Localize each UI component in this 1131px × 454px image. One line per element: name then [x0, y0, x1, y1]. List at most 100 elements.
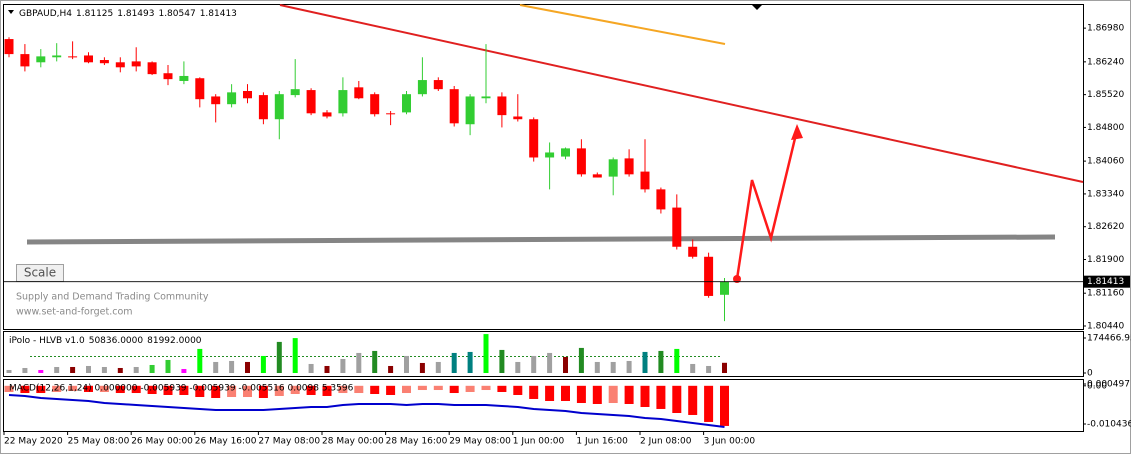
volume-bar [356, 352, 362, 374]
macd-bar [131, 385, 141, 394]
x-tick-label: 1 Jun 16:00 [576, 437, 628, 447]
candle-body [465, 96, 475, 125]
macd-bar [417, 385, 427, 391]
header: GBPAUD,H4 1.81125 1.81493 1.80547 1.81413 [19, 9, 237, 19]
y-tick-label: 1.83340 [1087, 189, 1124, 199]
price-tag-label: 1.81413 [1087, 277, 1124, 287]
candle-body [68, 56, 78, 58]
arrow-head [791, 124, 803, 140]
candle-body [608, 159, 618, 177]
volume-bar [324, 365, 330, 374]
volume-bar [260, 355, 266, 374]
macd-bar [545, 385, 555, 401]
candle-body [147, 62, 157, 75]
volume-bar [435, 361, 441, 374]
macd-bar [529, 385, 539, 399]
candle-body [4, 39, 14, 55]
volume-bar [594, 361, 600, 374]
drawings [8, 4, 1084, 283]
macd-bar [243, 385, 252, 398]
macd-bar [115, 385, 125, 394]
macd-bar [672, 385, 682, 413]
volume-bar [117, 367, 123, 374]
y-tick-label: 1.81900 [1087, 255, 1124, 265]
x-tick-label: 2 Jun 08:00 [640, 437, 692, 447]
macd-bar [4, 385, 14, 392]
shift-marker [752, 5, 762, 10]
macd-bar [513, 385, 523, 395]
scale-button[interactable]: Scale [16, 264, 64, 282]
watermark-url: www.set-and-forget.com [16, 307, 133, 318]
macd-bar [386, 385, 396, 395]
volume-bar [276, 341, 282, 374]
x-tick-label: 29 May 08:00 [449, 437, 511, 447]
candle-body [243, 90, 252, 99]
candle-body [576, 148, 586, 175]
candle-body [179, 75, 189, 81]
macd-bar [68, 385, 78, 392]
last-value: 50836.0000 [89, 336, 144, 346]
candle-body [290, 89, 300, 96]
candle-body [115, 62, 125, 68]
candle-body [720, 281, 729, 295]
volume-bar [610, 361, 616, 374]
indicator-name: iPolo - HLVB v1.0 [9, 336, 85, 346]
volume-bar [308, 363, 314, 374]
candle-body [20, 54, 30, 67]
macd-title: MACD(12,26,1,24) 0.000000 -0.005939 -0.0… [9, 384, 354, 394]
volume-bar [181, 368, 187, 374]
candle-body [274, 94, 284, 120]
y-tick-label: 1.85520 [1087, 90, 1124, 100]
low: 1.80547 [158, 9, 195, 19]
y-tick-label: 1.80440 [1087, 321, 1124, 331]
x-tick-label: 27 May 08:00 [258, 437, 320, 447]
macd-bar [227, 385, 237, 398]
candle-body [545, 152, 555, 158]
candle-body [672, 207, 682, 247]
arrow-start [733, 275, 741, 283]
candle-body [99, 60, 109, 64]
candle-body [449, 89, 459, 124]
macd-bar [465, 385, 475, 392]
candle-body [402, 94, 411, 113]
x-tick-label: 22 May 2020 [4, 437, 63, 447]
candle-body [258, 95, 268, 120]
volume-bar [499, 349, 505, 374]
macd-bar [688, 385, 698, 415]
projection-arrow [735, 129, 799, 280]
candle-body [561, 148, 570, 157]
volume-bar [388, 365, 394, 374]
x-tick-label: 1 Jun 00:00 [513, 437, 565, 447]
macd-bar [720, 385, 729, 426]
volume-bar [101, 366, 107, 374]
volume-bar [86, 365, 91, 374]
volume-bar [451, 352, 457, 374]
candle-body [52, 55, 62, 58]
volume-bar [626, 360, 632, 374]
macd-bar [195, 385, 205, 398]
volume-bar [165, 359, 171, 374]
candle-body [386, 113, 396, 115]
volume-bar [213, 361, 219, 374]
macd-bar [576, 385, 586, 404]
candle-body [338, 90, 348, 114]
symbol: GBPAUD,H4 [19, 9, 72, 19]
macd-bar [338, 385, 348, 394]
price-tag [1084, 275, 1130, 288]
y-tick-label: 0.000497 [1087, 379, 1130, 389]
volume-bar [229, 360, 235, 374]
button-label[interactable]: Scale [24, 266, 56, 280]
macd-bar [274, 385, 284, 396]
macd-bar [704, 385, 714, 422]
average-value: 81992.0000 [147, 336, 202, 346]
candle-body [656, 189, 666, 210]
volume-bar [245, 361, 250, 374]
high: 1.81493 [117, 9, 154, 19]
candle-body [704, 256, 714, 296]
y-tick-label: 1.81160 [1087, 289, 1124, 299]
x-tick-label: 3 Jun 00:00 [704, 437, 756, 447]
macd-bar [36, 385, 46, 394]
volume-bar [54, 366, 60, 374]
candle-body [84, 55, 93, 63]
